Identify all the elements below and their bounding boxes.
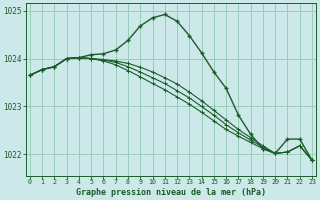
X-axis label: Graphe pression niveau de la mer (hPa): Graphe pression niveau de la mer (hPa): [76, 188, 266, 197]
